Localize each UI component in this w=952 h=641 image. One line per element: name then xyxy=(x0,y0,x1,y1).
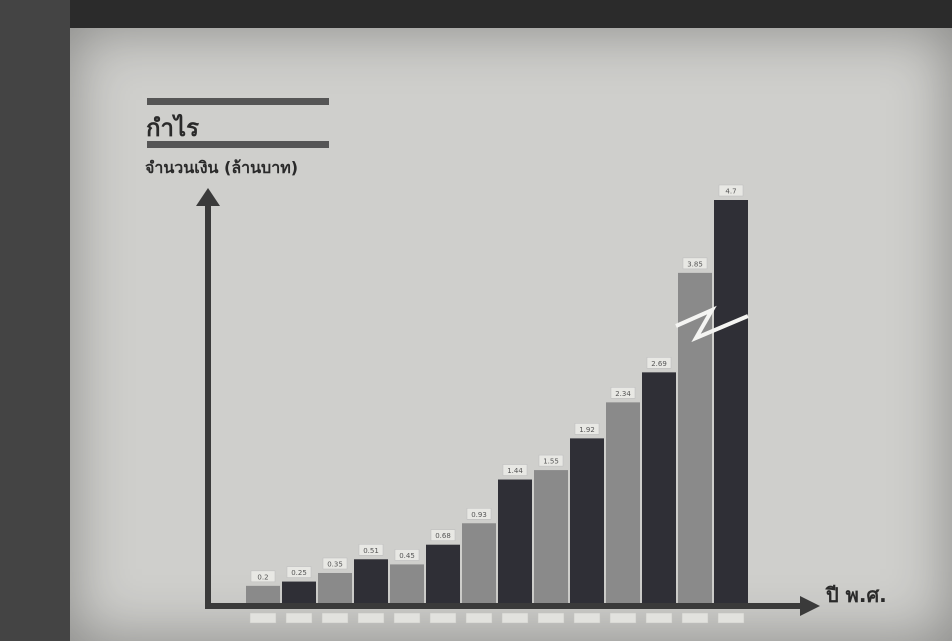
data-label: 4.7 xyxy=(725,188,736,196)
chart-title: กำไร xyxy=(146,114,199,142)
bar xyxy=(534,470,568,603)
x-tick-label-box xyxy=(429,612,457,624)
data-label-box xyxy=(682,257,708,270)
data-label-box xyxy=(718,184,744,197)
data-label: 0.2 xyxy=(257,573,268,581)
x-tick-label-box xyxy=(249,612,277,624)
data-label: 0.68 xyxy=(435,532,451,540)
x-tick-label-box xyxy=(321,612,349,624)
x-tick-label-box xyxy=(501,612,529,624)
data-label-box xyxy=(322,557,348,570)
x-axis-arrow xyxy=(800,596,820,616)
data-label: 0.93 xyxy=(471,511,487,519)
x-axis-label: ปี พ.ศ. xyxy=(825,583,887,607)
highlight-bolt-icon xyxy=(675,305,749,343)
x-tick-label-box xyxy=(573,612,601,624)
x-tick-label-box xyxy=(393,612,421,624)
bar xyxy=(570,438,604,603)
bar xyxy=(246,585,280,603)
x-tick-label-box xyxy=(285,612,313,624)
bar xyxy=(426,544,460,603)
x-tick-label-box xyxy=(645,612,673,624)
x-tick-label-box xyxy=(537,612,565,624)
data-label: 2.69 xyxy=(651,360,667,368)
bar xyxy=(390,564,424,603)
data-label: 2.34 xyxy=(615,390,631,398)
data-label: 1.44 xyxy=(507,467,523,475)
data-label: 1.55 xyxy=(543,458,559,466)
background-left xyxy=(0,0,70,641)
data-label-box xyxy=(646,357,672,369)
data-label: 0.25 xyxy=(291,569,307,577)
x-tick-label-box xyxy=(717,612,745,624)
data-label-box xyxy=(430,529,456,541)
data-label-box xyxy=(394,549,420,561)
data-label-box xyxy=(502,464,528,476)
data-label: 0.45 xyxy=(399,552,415,560)
data-label-box xyxy=(286,566,312,578)
x-tick-label-box xyxy=(465,612,493,624)
x-tick-label-box xyxy=(609,612,637,624)
background-top xyxy=(0,0,952,28)
data-label: 0.35 xyxy=(327,560,343,568)
bar xyxy=(318,572,352,603)
bar xyxy=(606,402,640,603)
data-label-box xyxy=(358,544,384,556)
bar xyxy=(678,272,712,603)
data-label-box xyxy=(538,454,564,467)
y-axis-label: จำนวนเงิน (ล้านบาท) xyxy=(145,158,299,177)
data-label-box xyxy=(250,570,276,583)
bar xyxy=(714,200,748,603)
bar xyxy=(354,559,388,603)
data-label-box xyxy=(610,387,636,399)
title-rule-top xyxy=(147,98,329,105)
data-label: 1.92 xyxy=(579,426,595,434)
data-label-box xyxy=(466,508,492,520)
x-tick-label-box xyxy=(681,612,709,624)
bar xyxy=(642,372,676,603)
data-label: 3.85 xyxy=(687,260,703,268)
data-label: 0.51 xyxy=(363,547,379,555)
bar xyxy=(498,479,532,603)
title-rule-bottom xyxy=(147,141,329,148)
x-tick-label-box xyxy=(357,612,385,624)
bar xyxy=(282,581,316,603)
y-axis-arrow xyxy=(196,188,220,206)
bar xyxy=(462,523,496,603)
data-label-box xyxy=(574,423,600,435)
